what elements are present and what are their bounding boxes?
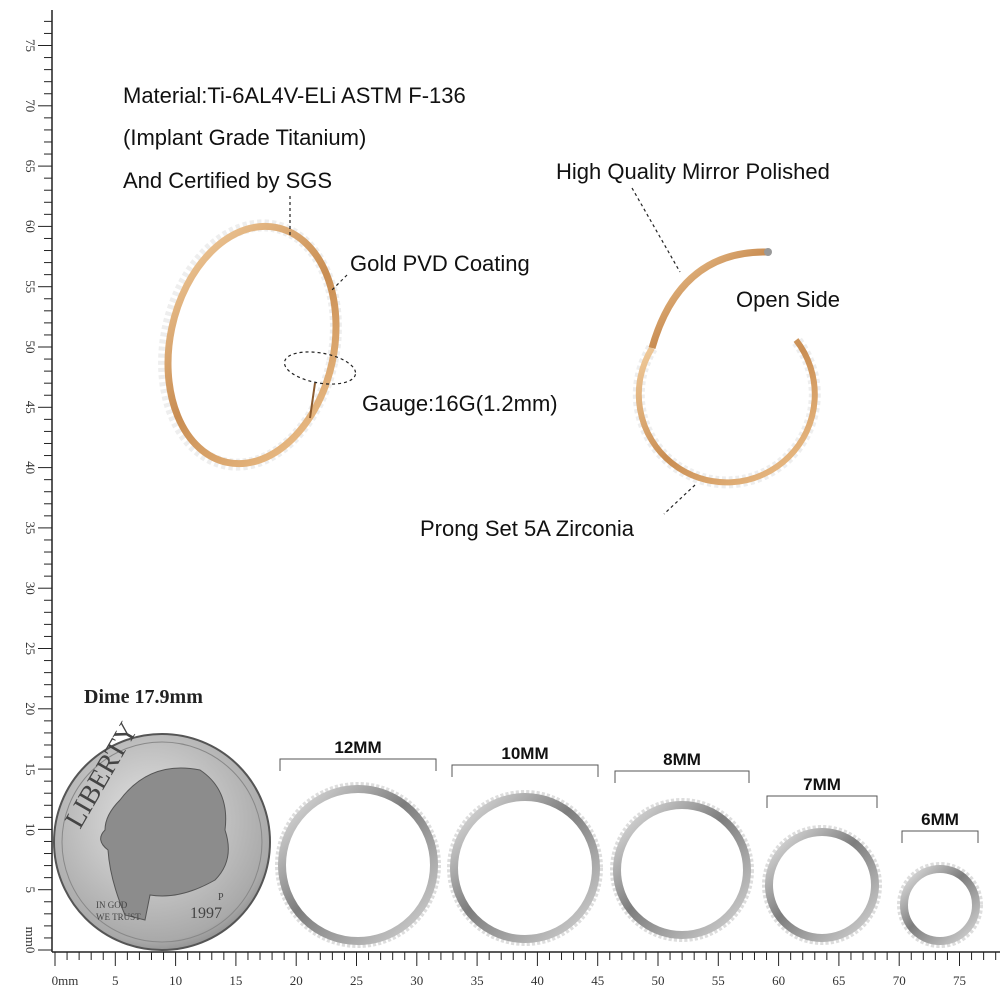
coin-year: 1997 — [190, 905, 222, 922]
ruler-label: 65 — [23, 160, 38, 173]
size-bracket — [614, 770, 750, 783]
ring — [450, 793, 600, 943]
ruler-label: 45 — [591, 973, 604, 988]
size-label: 12MM — [334, 738, 381, 757]
ruler-label: 55 — [712, 973, 725, 988]
gold-ring-closed — [158, 219, 342, 471]
coin-mint: P — [218, 892, 224, 903]
callouts — [283, 187, 696, 515]
ruler-label: 10 — [169, 973, 182, 988]
size-label: 8MM — [663, 750, 701, 769]
ruler-label: 75 — [953, 973, 966, 988]
ruler-label: 35 — [471, 973, 484, 988]
size-bracket — [766, 795, 878, 808]
ruler-label: 65 — [832, 973, 845, 988]
ruler-label: 25 — [23, 642, 38, 655]
polished-text: High Quality Mirror Polished — [556, 159, 830, 184]
coin-motto-1: IN GOD — [96, 900, 128, 910]
ruler-label: 15 — [23, 763, 38, 776]
ring — [765, 828, 879, 942]
coin-motto-2: WE TRUST — [96, 912, 141, 922]
dime-label: Dime 17.9mm — [84, 686, 203, 708]
ruler-label: 35 — [23, 521, 38, 534]
material-text: Material:Ti-6AL4V-ELi ASTM F-136 — [123, 83, 466, 108]
dime: LIBERTY IN GOD WE TRUST 1997 P — [53, 717, 271, 951]
size-bracket — [451, 764, 599, 777]
coating-text: Gold PVD Coating — [350, 251, 530, 276]
ring — [278, 785, 438, 945]
size-bracket — [901, 830, 979, 843]
ruler-label: 70 — [23, 99, 38, 112]
ruler-label: 15 — [229, 973, 242, 988]
ruler-label: 30 — [23, 582, 38, 595]
ruler-label: 25 — [350, 973, 363, 988]
ruler-label: 5 — [23, 886, 38, 893]
size-bracket — [279, 758, 437, 771]
gold-ring-open — [632, 248, 821, 489]
ruler-label: 40 — [23, 461, 38, 474]
ruler-label: 45 — [23, 401, 38, 414]
ruler-label: 55 — [23, 280, 38, 293]
ruler-label: 70 — [893, 973, 906, 988]
size-label: 6MM — [921, 810, 959, 829]
prong-text: Prong Set 5A Zirconia — [420, 516, 635, 541]
implant-text: (Implant Grade Titanium) — [123, 125, 366, 150]
ruler-label: 60 — [23, 220, 38, 233]
ruler-label: 20 — [23, 702, 38, 715]
rulers: 0mm 5 10 15 20 25 30 35 40 45 50 55 60 65 70 75 mm0 5 10 15… — [23, 10, 1000, 988]
gauge-text: Gauge:16G(1.2mm) — [362, 391, 558, 416]
certified-text: And Certified by SGS — [123, 168, 332, 193]
ruler-label: 30 — [410, 973, 423, 988]
ruler-label: mm0 — [23, 927, 38, 954]
ring — [613, 801, 751, 939]
size-label: 7MM — [803, 775, 841, 794]
ruler-label: 75 — [23, 39, 38, 52]
ruler-label: 5 — [112, 973, 119, 988]
ruler-label: 0mm — [52, 973, 79, 988]
ruler-label: 50 — [652, 973, 665, 988]
ruler-label: 10 — [23, 823, 38, 836]
ring — [900, 865, 980, 945]
size-rings: 12MM 10MM 8MM 7MM 6MM — [275, 738, 983, 948]
ruler-label: 50 — [23, 341, 38, 354]
ruler-label: 20 — [290, 973, 303, 988]
open-side-text: Open Side — [736, 287, 840, 312]
texts: Material:Ti-6AL4V-ELi ASTM F-136 (Implan… — [84, 83, 840, 708]
ruler-label: 60 — [772, 973, 785, 988]
size-label: 10MM — [501, 744, 548, 763]
ruler-label: 40 — [531, 973, 544, 988]
